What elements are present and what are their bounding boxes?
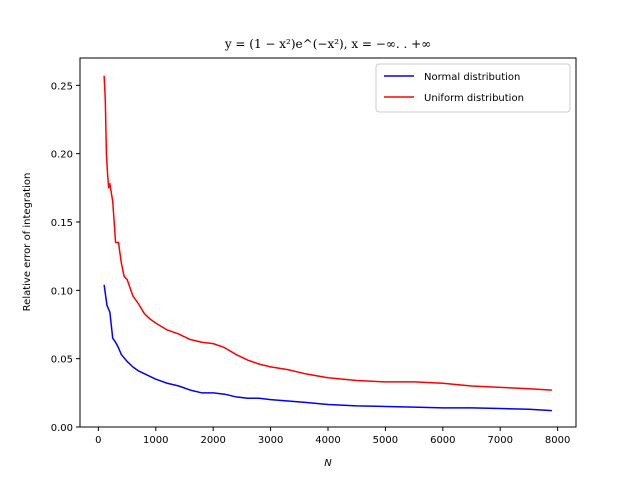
legend-entry-label: Uniform distribution [424,93,524,104]
legend-box [375,63,571,113]
y-tick-label: 0.20 [51,150,73,161]
y-tick-label: 0.00 [51,423,73,434]
series-line-normal [103,284,552,412]
x-tick-label: 6000 [430,435,455,446]
legend-entry-label: Normal distribution [424,72,520,83]
x-tick-label: 8000 [545,435,570,446]
y-tick-label: 0.10 [51,286,73,297]
y-tick-label: 0.05 [51,355,73,366]
x-tick-label: 0 [95,435,101,446]
y-tick-label: 0.15 [51,218,73,229]
chart-title: y = (1 − x²)e^(−x²), x = −∞. . +∞ [224,37,431,51]
x-tick-label: 1000 [143,435,168,446]
x-tick-label: 5000 [373,435,398,446]
y-tick-label: 0.25 [51,81,73,92]
plot-area: 0 1000 2000 3000 4000 5000 6000 7000 8000 0.00 0.0… [51,57,577,446]
legend: Normal distribution Uniform distribution [375,63,571,113]
x-tick-label: 7000 [487,435,512,446]
x-tick-label: 3000 [258,435,283,446]
x-axis-label: N [324,458,332,469]
series-line-uniform [103,75,552,391]
x-tick-label: 2000 [200,435,225,446]
x-tick-label: 4000 [315,435,340,446]
y-axis-label: Relative error of integration [22,173,33,312]
